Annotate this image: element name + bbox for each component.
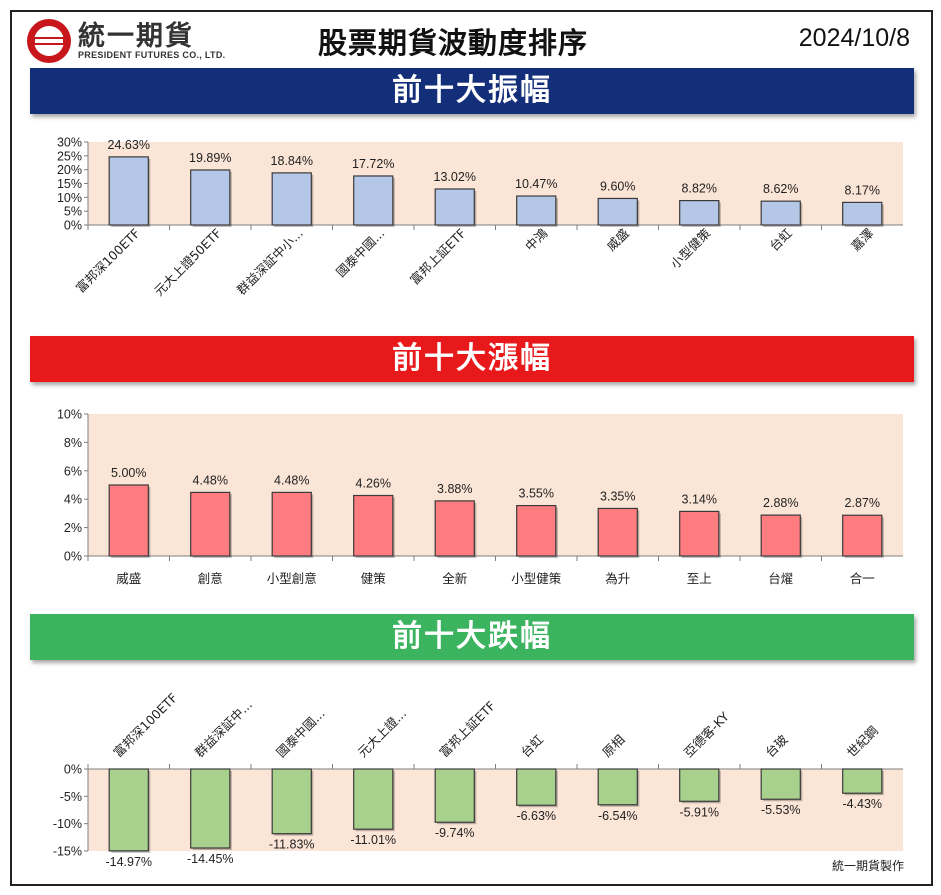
footer-credit: 統一期貨製作: [832, 859, 905, 873]
report-date: 2024/10/8: [798, 24, 910, 52]
rise-banner: 前十大漲幅: [30, 336, 914, 382]
fall-banner: 前十大跌幅: [30, 614, 914, 660]
amplitude-banner: 前十大振幅: [30, 68, 914, 114]
logo-text: 統一期貨: [78, 21, 194, 52]
page-title: 股票期貨波動度排序: [318, 26, 589, 60]
president-logo-icon: [27, 19, 71, 63]
logo-subtitle: PRESIDENT FUTURES CO., LTD.: [78, 50, 226, 60]
report-frame: [10, 10, 933, 886]
report-header: 統一期貨 PRESIDENT FUTURES CO., LTD. 股票期貨波動度…: [0, 0, 941, 65]
